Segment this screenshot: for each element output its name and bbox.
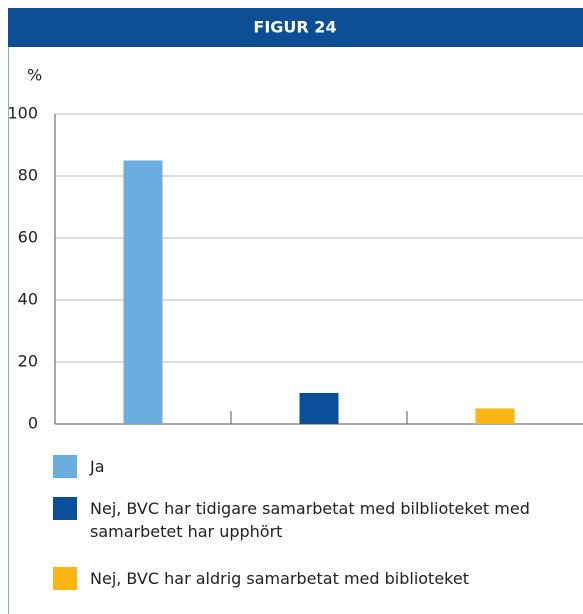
bar bbox=[123, 160, 163, 424]
legend-item: Ja bbox=[53, 455, 105, 478]
y-axis-label: % bbox=[27, 66, 42, 85]
legend-label: Nej, BVC har aldrig samarbetat med bibli… bbox=[90, 569, 469, 588]
legend-swatch bbox=[53, 455, 77, 478]
y-tick-label: 40 bbox=[18, 290, 38, 309]
y-tick-label: 80 bbox=[18, 166, 38, 185]
y-tick-label: 0 bbox=[28, 414, 38, 433]
y-tick-label: 60 bbox=[18, 228, 38, 247]
header-bar bbox=[8, 8, 583, 47]
legend-swatch bbox=[53, 497, 77, 520]
legend-item: Nej, BVC har tidigare samarbetat med bil… bbox=[53, 497, 570, 543]
legend-item: Nej, BVC har aldrig samarbetat med bibli… bbox=[53, 567, 469, 590]
legend-swatch bbox=[53, 567, 77, 590]
y-tick-label: 20 bbox=[18, 352, 38, 371]
legend-label: Nej, BVC har tidigare samarbetat med bil… bbox=[90, 499, 530, 541]
bar bbox=[475, 408, 515, 424]
bar bbox=[299, 393, 339, 424]
legend-label: Ja bbox=[90, 457, 105, 476]
y-tick-label: 100 bbox=[7, 104, 38, 123]
chart-title: FIGUR 24 bbox=[253, 18, 336, 37]
